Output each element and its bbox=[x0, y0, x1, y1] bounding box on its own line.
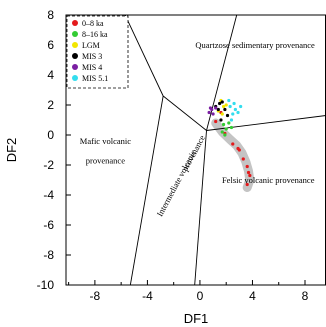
point-series-3-2 bbox=[223, 107, 227, 112]
legend-marker-5 bbox=[72, 75, 78, 81]
y-tick-label-6: -4 bbox=[43, 188, 54, 202]
boundary-line-2 bbox=[206, 14, 238, 131]
provenance-boundaries bbox=[124, 14, 326, 286]
y-tick-label-3: 2 bbox=[47, 98, 54, 112]
point-series-4-4 bbox=[208, 106, 213, 110]
legend-marker-3 bbox=[72, 53, 78, 59]
x-tick-label-1: -4 bbox=[142, 289, 153, 303]
point-series-1-5 bbox=[229, 125, 234, 130]
y-axis-title: DF2 bbox=[4, 138, 19, 163]
point-series-4-3 bbox=[214, 106, 218, 110]
point-series-0-6 bbox=[245, 182, 249, 187]
point-series-1-1 bbox=[224, 127, 228, 131]
point-series-3-5 bbox=[225, 113, 230, 118]
y-tick-label-4: 0 bbox=[47, 128, 54, 142]
point-series-2-4 bbox=[220, 112, 224, 116]
point-series-3-6 bbox=[219, 118, 223, 122]
legend-marker-0 bbox=[72, 20, 78, 26]
point-series-5-5 bbox=[232, 101, 236, 106]
point-series-5-4 bbox=[227, 98, 231, 103]
region-label-3: Felsic volcanic provenance bbox=[222, 175, 315, 185]
y-tick-label-8: -8 bbox=[43, 248, 54, 262]
point-series-2-1 bbox=[221, 104, 226, 109]
legend: 0–8 ka 8–16 ka LGM MIS 3 MIS 4 MIS 5.1 bbox=[66, 15, 129, 89]
y-tick-label-0: 8 bbox=[47, 8, 54, 22]
point-series-4-2 bbox=[211, 112, 215, 116]
x-axis-title: DF1 bbox=[184, 311, 209, 326]
point-series-0-10 bbox=[214, 119, 218, 124]
region-label-0: Quartzose sedimentary provenance bbox=[195, 40, 315, 50]
point-series-0-1 bbox=[231, 142, 235, 146]
point-series-0-4 bbox=[245, 164, 249, 169]
point-series-1-3 bbox=[227, 121, 231, 125]
legend-marker-1 bbox=[72, 31, 78, 37]
x-tick-label-2: 0 bbox=[197, 289, 204, 303]
y-tick-label-5: -2 bbox=[43, 158, 54, 172]
point-series-5-7 bbox=[229, 118, 234, 122]
legend-marker-4 bbox=[72, 64, 78, 70]
point-series-0-3 bbox=[241, 157, 245, 161]
legend-label-5: MIS 5.1 bbox=[82, 74, 108, 83]
point-series-0-8 bbox=[246, 170, 251, 175]
point-series-0-7 bbox=[236, 146, 240, 151]
point-series-3-1 bbox=[218, 101, 222, 106]
point-series-1-4 bbox=[223, 133, 227, 137]
y-tick-label-7: -6 bbox=[43, 218, 54, 232]
boundary-line-4 bbox=[194, 130, 207, 286]
legend-label-0: 0–8 ka bbox=[82, 19, 104, 28]
point-series-5-6 bbox=[239, 104, 243, 109]
boundary-line-0 bbox=[124, 14, 164, 97]
legend-label-4: MIS 4 bbox=[82, 63, 102, 72]
point-series-2-3 bbox=[224, 103, 228, 107]
region-label-1: Mafic volcanic bbox=[80, 136, 131, 146]
point-series-5-0 bbox=[228, 104, 232, 109]
legend-label-3: MIS 3 bbox=[82, 52, 102, 61]
legend-label-2: LGM bbox=[82, 41, 100, 50]
point-series-5-2 bbox=[233, 107, 237, 112]
x-tick-label-3: 4 bbox=[249, 289, 256, 303]
data-points bbox=[207, 98, 252, 187]
point-series-0-5 bbox=[248, 173, 252, 178]
axes: -8 -4 0 4 8 8 6 4 2 0 -2 -4 -6 -8 -10 bbox=[37, 8, 309, 303]
point-series-3-4 bbox=[220, 100, 224, 104]
x-tick-label-0: -8 bbox=[90, 289, 101, 303]
boundary-line-3 bbox=[129, 95, 164, 286]
point-series-5-3 bbox=[236, 110, 240, 115]
legend-marker-2 bbox=[72, 42, 78, 48]
point-series-1-2 bbox=[220, 130, 224, 134]
boundary-line-1 bbox=[162, 95, 207, 131]
legend-label-1: 8–16 ka bbox=[82, 30, 108, 39]
y-tick-label-9: -10 bbox=[37, 278, 55, 292]
point-series-5-1 bbox=[231, 112, 235, 116]
point-series-3-3 bbox=[216, 107, 220, 112]
y-tick-label-2: 4 bbox=[47, 68, 54, 82]
point-series-4-0 bbox=[207, 110, 211, 115]
region-label-2: provenance bbox=[86, 156, 125, 166]
point-series-1-0 bbox=[221, 122, 226, 127]
y-tick-label-1: 6 bbox=[47, 38, 54, 52]
x-tick-label-4: 8 bbox=[302, 289, 309, 303]
